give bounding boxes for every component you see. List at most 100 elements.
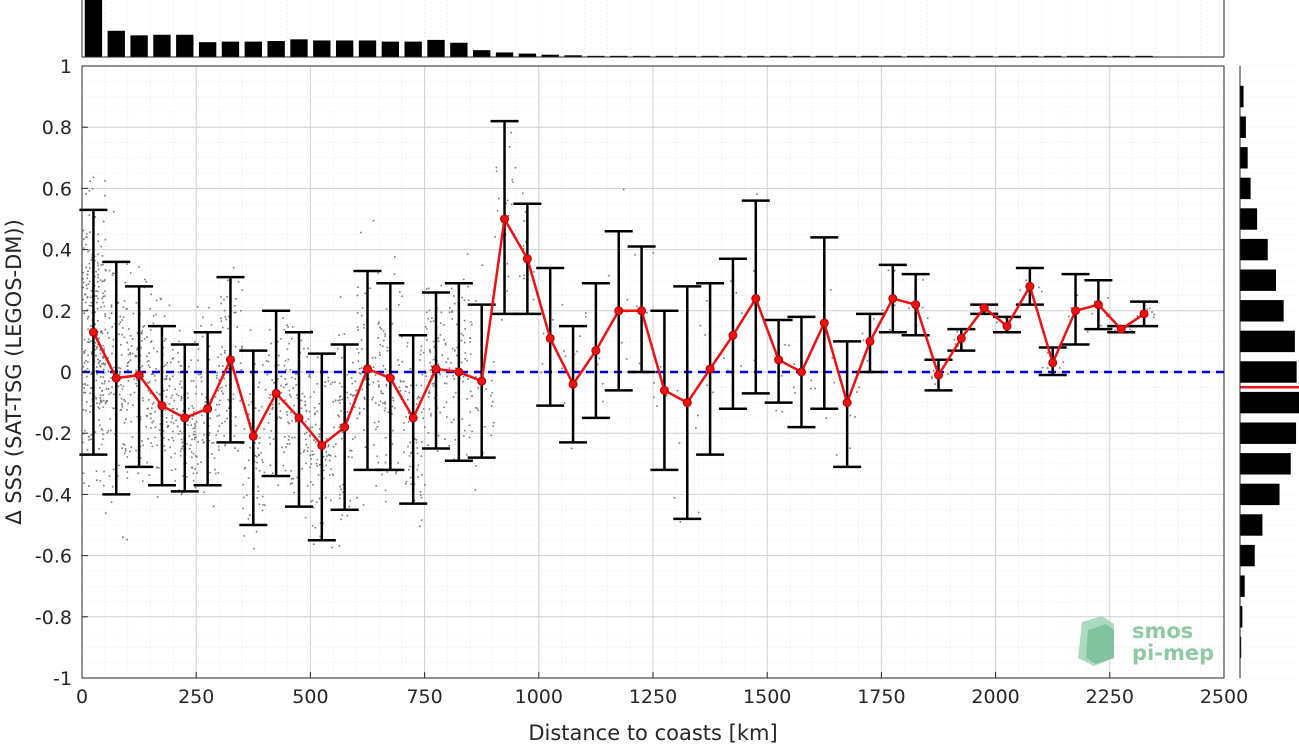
scatter-point: [368, 383, 371, 386]
scatter-point: [152, 420, 155, 423]
scatter-point: [294, 378, 297, 380]
scatter-point: [421, 411, 423, 413]
scatter-point: [357, 329, 359, 331]
scatter-point: [145, 426, 148, 428]
scatter-point: [1105, 315, 1108, 317]
scatter-point: [123, 300, 126, 302]
scatter-point: [190, 451, 193, 453]
scatter-point: [873, 318, 875, 320]
scatter-point: [263, 428, 265, 430]
scatter-point: [126, 477, 129, 479]
scatter-point: [108, 475, 111, 477]
scatter-point: [385, 384, 388, 387]
scatter-point: [101, 255, 104, 257]
scatter-point: [406, 386, 408, 388]
scatter-point: [293, 404, 295, 407]
scatter-point: [191, 405, 193, 407]
scatter-point: [316, 458, 319, 461]
scatter-point: [356, 348, 358, 350]
top-hist-bar: [495, 52, 514, 57]
scatter-point: [224, 443, 227, 445]
scatter-point: [347, 456, 350, 458]
scatter-point: [440, 284, 442, 287]
scatter-point: [211, 442, 213, 444]
scatter-point: [262, 461, 264, 463]
scatter-point: [111, 386, 113, 388]
scatter-point: [370, 371, 373, 374]
scatter-point: [163, 339, 166, 342]
top-hist-bar: [815, 55, 833, 57]
scatter-point: [284, 436, 286, 438]
right-hist-bar: [1240, 422, 1297, 444]
scatter-point: [386, 350, 389, 352]
scatter-point: [756, 193, 758, 195]
scatter-point: [195, 385, 198, 388]
scatter-point: [83, 338, 86, 341]
scatter-point: [346, 514, 349, 517]
scatter-point: [403, 429, 405, 431]
scatter-point: [448, 311, 451, 314]
scatter-point: [431, 366, 433, 368]
scatter-point: [95, 379, 98, 382]
scatter-point: [168, 385, 171, 387]
scatter-point: [359, 231, 362, 234]
scatter-point: [249, 329, 252, 331]
scatter-point: [1146, 308, 1149, 311]
scatter-point: [170, 456, 172, 459]
scatter-point: [318, 403, 321, 405]
scatter-point: [232, 393, 235, 396]
scatter-point: [461, 296, 463, 299]
scatter-point: [304, 404, 307, 407]
scatter-point: [384, 461, 387, 464]
scatter-point: [302, 451, 305, 453]
scatter-point: [417, 476, 419, 478]
scatter-point: [507, 275, 510, 278]
scatter-point: [277, 484, 279, 487]
scatter-point: [331, 381, 334, 384]
scatter-point: [364, 292, 366, 295]
scatter-point: [250, 401, 253, 403]
scatter-point: [522, 247, 525, 250]
scatter-point: [325, 437, 328, 440]
scatter-point: [571, 447, 573, 450]
series-point: [522, 254, 532, 264]
scatter-point: [136, 348, 138, 351]
scatter-point: [82, 286, 84, 289]
scatter-point: [94, 311, 96, 313]
scatter-point: [430, 320, 432, 323]
scatter-point: [322, 455, 325, 458]
scatter-point: [374, 356, 377, 359]
scatter-point: [996, 321, 998, 324]
scatter-point: [314, 423, 317, 426]
scatter-point: [1041, 366, 1044, 369]
scatter-point: [112, 210, 115, 213]
scatter-point: [118, 367, 120, 369]
scatter-point: [1129, 328, 1131, 331]
scatter-point: [1114, 329, 1116, 332]
scatter-point: [190, 380, 193, 382]
scatter-point: [464, 328, 466, 330]
scatter-point: [140, 332, 143, 334]
x-tick-label: 2000: [971, 686, 1019, 708]
scatter-point: [152, 401, 155, 404]
scatter-point: [415, 384, 418, 387]
scatter-point: [90, 434, 93, 436]
scatter-point: [313, 407, 316, 409]
scatter-point: [416, 468, 419, 471]
scatter-point: [99, 399, 102, 402]
scatter-point: [121, 404, 123, 406]
scatter-point: [264, 504, 266, 506]
scatter-point: [395, 470, 398, 473]
scatter-point: [200, 325, 202, 327]
scatter-point: [284, 384, 287, 386]
scatter-point: [127, 362, 129, 364]
scatter-point: [126, 539, 128, 541]
scatter-point: [311, 426, 313, 428]
scatter-point: [169, 446, 171, 449]
scatter-point: [405, 416, 407, 418]
scatter-point: [224, 316, 227, 318]
scatter-point: [181, 492, 183, 494]
scatter-point: [122, 536, 124, 538]
scatter-point: [164, 409, 167, 412]
scatter-point: [124, 452, 126, 455]
